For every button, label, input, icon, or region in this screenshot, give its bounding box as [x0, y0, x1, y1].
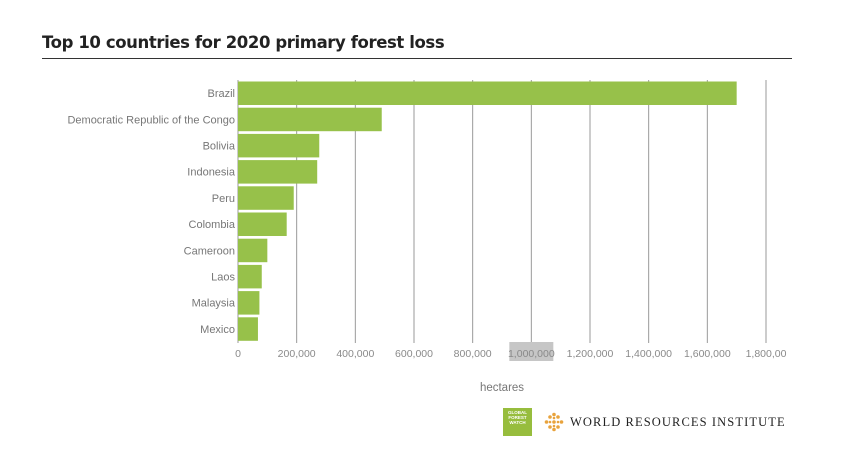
- x-tick-label: 400,000: [336, 348, 374, 360]
- x-tick-label: 800,000: [454, 348, 492, 360]
- bar: [238, 238, 268, 263]
- category-label: Indonesia: [187, 167, 236, 179]
- category-label: Laos: [211, 271, 235, 283]
- wri-logo: WORLD RESOURCES INSTITUTE: [544, 412, 786, 432]
- category-label: Colombia: [189, 219, 236, 231]
- x-tick-label: 1,800,00: [746, 348, 787, 360]
- x-tick-label: 1,400,000: [625, 348, 672, 360]
- tick-highlight: [509, 342, 554, 361]
- category-label: Brazil: [207, 88, 235, 100]
- category-label: Bolivia: [203, 140, 236, 152]
- x-tick-label: 600,000: [395, 348, 433, 360]
- x-tick-label: 1,600,000: [684, 348, 731, 360]
- bar: [238, 133, 320, 158]
- x-tick-label: 200,000: [278, 348, 316, 360]
- category-label: Cameroon: [184, 245, 235, 257]
- bar: [238, 264, 262, 289]
- x-axis-title: hectares: [480, 382, 524, 394]
- category-label: Malaysia: [192, 298, 236, 310]
- category-label: Mexico: [200, 324, 235, 336]
- title-divider: [42, 58, 792, 59]
- bar: [238, 317, 258, 341]
- x-tick-label: 1,000,000: [508, 348, 555, 360]
- bar: [238, 291, 260, 315]
- chart-title: Top 10 countries for 2020 primary forest…: [42, 33, 445, 52]
- bar: [238, 212, 287, 236]
- bar: [238, 81, 737, 105]
- x-tick-label: 1,200,000: [567, 348, 614, 360]
- category-label: Peru: [212, 193, 235, 205]
- bar: [238, 160, 318, 184]
- wri-emblem-icon: [544, 412, 564, 432]
- category-label: Democratic Republic of the Congo: [67, 114, 235, 126]
- wri-logo-text: WORLD RESOURCES INSTITUTE: [570, 414, 786, 429]
- bar: [238, 107, 382, 132]
- global-forest-watch-logo: GLOBAL FOREST WATCH: [503, 408, 532, 436]
- bar: [238, 186, 294, 210]
- x-tick-label: 0: [235, 348, 241, 360]
